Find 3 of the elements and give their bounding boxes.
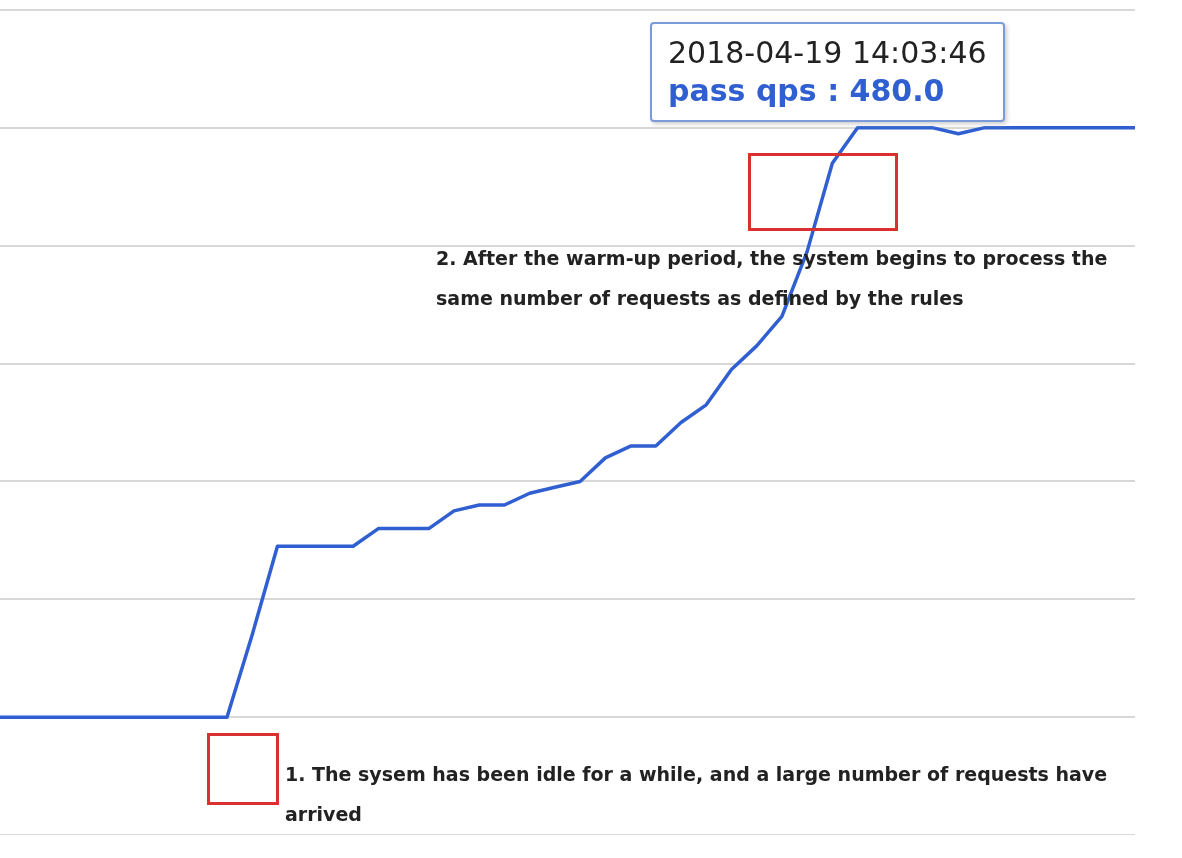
text: pass qps : 480.0 [668,72,946,110]
text: 1. The sysem has been idle for a while, and a large number of requests have arrived [285,762,1109,827]
text: 2018-04-19 14:03:46 [668,34,987,72]
